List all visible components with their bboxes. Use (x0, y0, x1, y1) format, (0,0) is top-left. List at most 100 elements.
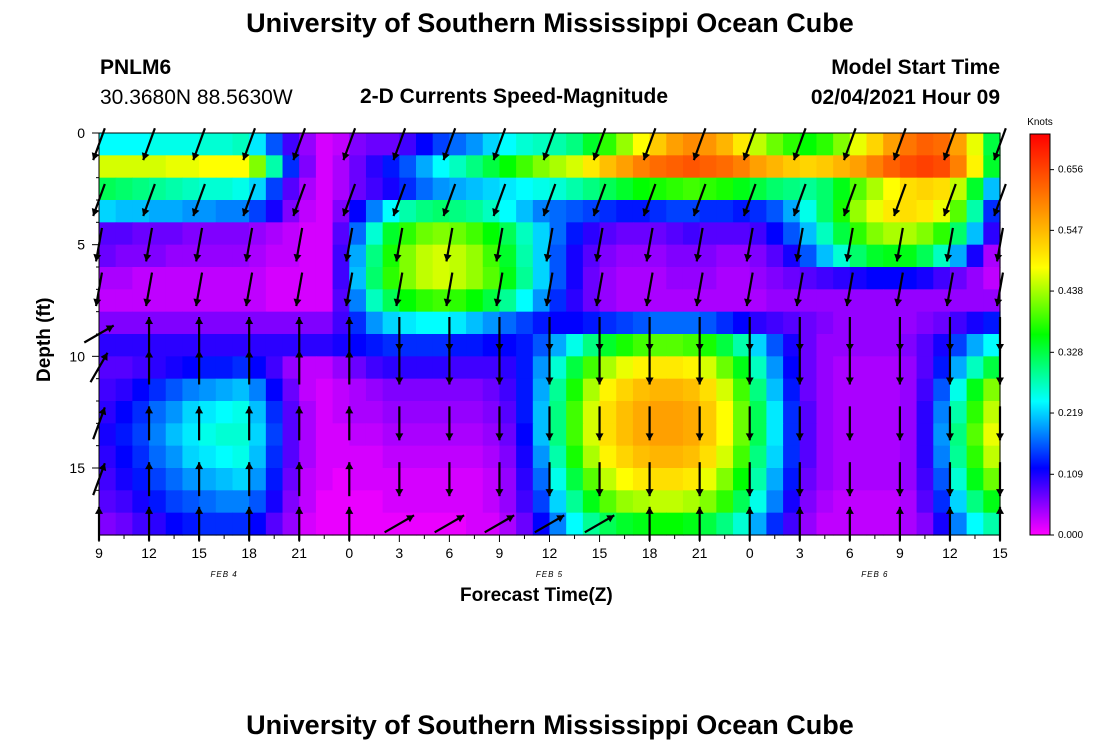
heatmap-cell (215, 244, 234, 268)
heatmap-cell (632, 267, 651, 290)
heatmap-cell (783, 490, 801, 514)
heatmap-cell (532, 311, 551, 335)
heatmap-cell (416, 334, 434, 357)
heatmap-cell (716, 334, 734, 357)
heatmap-cell (783, 289, 801, 313)
heatmap-cell (849, 244, 868, 268)
heatmap-cell (966, 155, 984, 179)
heatmap-cell (215, 401, 234, 424)
heatmap-cell (315, 155, 334, 179)
heatmap-cell (549, 289, 567, 313)
heatmap-cell (632, 401, 651, 424)
heatmap-cell (499, 289, 517, 313)
heatmap-cell (916, 356, 934, 380)
heatmap-cell (682, 311, 701, 335)
heatmap-cell (949, 468, 968, 491)
heatmap-cell (816, 177, 834, 201)
heatmap-cell (349, 289, 367, 313)
heatmap-cell (783, 378, 801, 402)
heatmap-cell (249, 155, 267, 179)
heatmap-cell (916, 334, 934, 357)
heatmap-cell (599, 289, 617, 313)
heatmap-cell (883, 468, 901, 491)
heatmap-cell (399, 267, 417, 290)
heatmap-cell (416, 155, 434, 179)
heatmap-cell (616, 401, 634, 424)
heatmap-cell (849, 177, 868, 201)
vector-head (942, 208, 951, 216)
heatmap-cell (899, 445, 918, 469)
vector-head (895, 489, 904, 497)
x-tick-label: 6 (846, 545, 854, 561)
heatmap-cell (749, 356, 768, 380)
heatmap-cell (899, 356, 918, 380)
heatmap-cell (382, 289, 400, 313)
heatmap-cell (582, 311, 601, 335)
heatmap-cell (983, 177, 1001, 201)
heatmap-cell (716, 401, 734, 424)
heatmap-cell (916, 401, 934, 424)
heatmap-cell (983, 244, 1001, 268)
heatmap-cell (499, 311, 517, 335)
heatmap-cell (182, 334, 200, 357)
heatmap-cell (399, 244, 417, 268)
heatmap-cell (232, 490, 250, 514)
vector-head (191, 208, 200, 216)
heatmap-cell (616, 490, 634, 514)
heatmap-cell (132, 490, 150, 514)
heatmap-cell (899, 289, 918, 313)
heatmap-cell (816, 289, 834, 313)
heatmap-cell (365, 267, 384, 290)
heatmap-cell (866, 356, 884, 380)
vector-head (542, 208, 550, 216)
heatmap-cell (883, 423, 901, 447)
heatmap-cell (416, 468, 434, 491)
heatmap-cell (132, 177, 150, 201)
heatmap-cell (215, 200, 234, 223)
heatmap-cell (516, 356, 534, 380)
heatmap-cell (282, 222, 300, 246)
heatmap-cell (516, 289, 534, 313)
vector-head (794, 298, 802, 307)
heatmap-cell (532, 244, 551, 268)
vector-head (91, 152, 100, 161)
heatmap-cell (799, 289, 818, 313)
heatmap-cell (466, 155, 484, 179)
colorbar-units: Knots (1027, 117, 1053, 128)
heatmap-cell (682, 401, 701, 424)
heatmap-cell (666, 222, 684, 246)
heatmap-cell (699, 289, 717, 313)
model-start-label: Model Start Time (831, 56, 1000, 79)
vector-head (792, 208, 801, 216)
heatmap-cell (532, 200, 551, 223)
heatmap-cell (949, 177, 968, 201)
heatmap-cell (299, 289, 317, 313)
heatmap-cell (883, 401, 901, 424)
vector-head (606, 515, 615, 523)
heatmap-cell (899, 423, 918, 447)
vector-head (98, 463, 107, 472)
heatmap-cell (499, 155, 517, 179)
heatmap-cell (766, 468, 784, 491)
heatmap-cell (416, 244, 434, 268)
heatmap-cell (482, 490, 501, 514)
heatmap-cell (966, 512, 984, 536)
heatmap-cell (833, 356, 851, 380)
heatmap-cell (449, 423, 467, 447)
heatmap-cell (199, 311, 217, 335)
heatmap-cell (949, 378, 968, 402)
heatmap-cell (232, 512, 250, 536)
heatmap-cells (99, 133, 1001, 536)
heatmap-cell (115, 512, 133, 536)
heatmap-cell (332, 356, 350, 380)
heatmap-cell (332, 200, 350, 223)
heatmap-cell (482, 378, 501, 402)
heatmap-cell (949, 445, 968, 469)
heatmap-cell (566, 512, 584, 536)
vector-head (193, 253, 202, 262)
heatmap-cell (983, 378, 1001, 402)
vector-head (695, 344, 704, 351)
heatmap-cell (232, 200, 250, 223)
heatmap-cell (365, 445, 384, 469)
heatmap-cell (149, 401, 167, 424)
